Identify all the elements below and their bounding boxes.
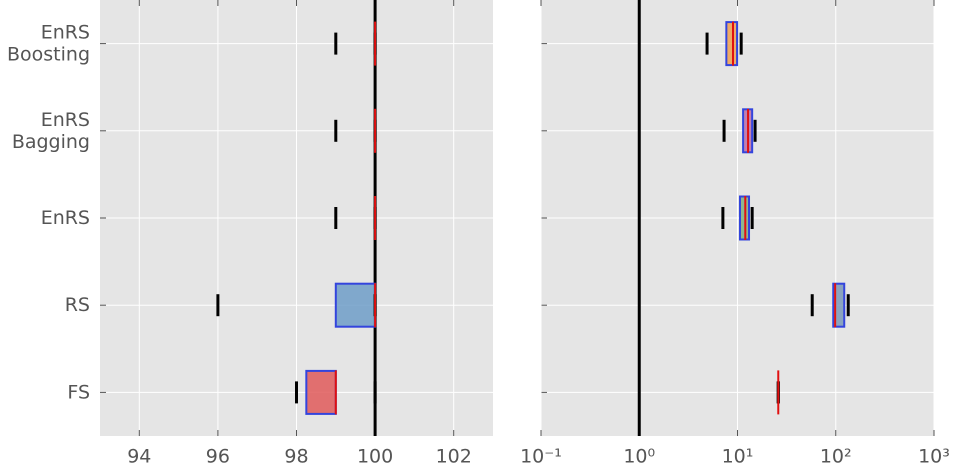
x-tick-label: 100 bbox=[357, 446, 393, 468]
y-tick-label: EnRS bbox=[41, 207, 90, 229]
x-tick-label: 94 bbox=[127, 446, 151, 468]
x-tick-label: 98 bbox=[284, 446, 308, 468]
x-tick-label: 10⁻¹ bbox=[520, 446, 562, 468]
box bbox=[832, 282, 846, 328]
y-tick-label: EnRS Bagging bbox=[12, 108, 90, 152]
box bbox=[334, 282, 377, 328]
y-tick-label: FS bbox=[67, 381, 90, 403]
y-tick-label: EnRS Boosting bbox=[7, 21, 90, 65]
box bbox=[305, 369, 337, 415]
x-tick-label: 10² bbox=[820, 446, 852, 468]
y-tick-label-line: FS bbox=[67, 381, 90, 403]
x-tick-label: 10¹ bbox=[722, 446, 754, 468]
y-tick-label-line: EnRS bbox=[41, 21, 90, 43]
y-tick-label-line: EnRS bbox=[41, 108, 90, 130]
y-tick-label-line: Bagging bbox=[12, 130, 90, 152]
y-tick-label-line: Boosting bbox=[7, 43, 90, 65]
x-tick-label: 10⁰ bbox=[623, 446, 655, 468]
y-tick-label-line: EnRS bbox=[41, 207, 90, 229]
x-tick-label: 102 bbox=[436, 446, 472, 468]
box bbox=[725, 21, 739, 67]
x-tick-label: 10³ bbox=[918, 446, 950, 468]
y-tick-label: RS bbox=[65, 294, 90, 316]
y-tick-label-line: RS bbox=[65, 294, 90, 316]
x-tick-label: 96 bbox=[206, 446, 230, 468]
